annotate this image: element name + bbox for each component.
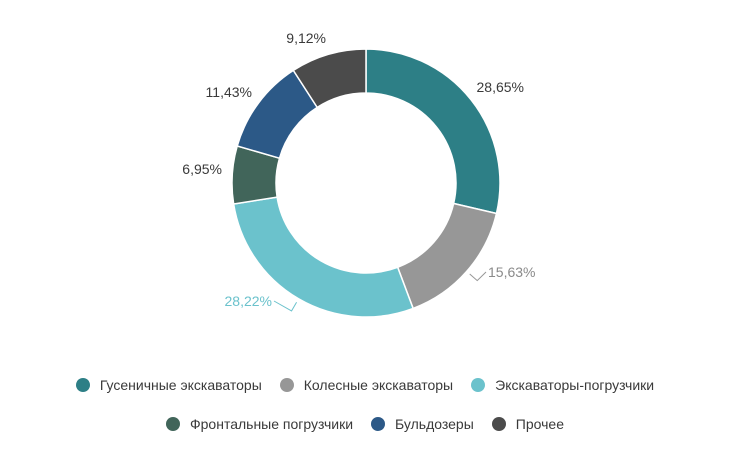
- legend-row-2: Фронтальные погрузчики Бульдозеры Прочее: [0, 416, 730, 432]
- legend-marker: [471, 378, 486, 392]
- legend-label: Гусеничные экскаваторы: [99, 377, 262, 393]
- slice-leader-line: [469, 271, 487, 282]
- donut-slice[interactable]: [292, 48, 367, 109]
- legend-label: Фронтальные погрузчики: [190, 416, 354, 432]
- slice-label: 9,12%: [286, 30, 326, 46]
- legend-label: Бульдозеры: [395, 416, 474, 432]
- donut-chart: 28,65% 15,63% 28,22% 6,95% 11,43% 9,12%: [182, 30, 535, 318]
- slice-label: 28,22%: [225, 293, 272, 309]
- legend-item-wheeled-excavators[interactable]: Колесные экскаваторы: [279, 377, 454, 393]
- slice-label: 6,95%: [182, 161, 222, 177]
- legend-item-other[interactable]: Прочее: [491, 416, 564, 432]
- legend-marker: [75, 378, 90, 392]
- legend-item-crawler-excavators[interactable]: Гусеничные экскаваторы: [75, 377, 262, 393]
- legend-marker: [166, 417, 180, 431]
- slice-label: 15,63%: [488, 264, 535, 280]
- legend-marker: [371, 417, 386, 431]
- slice-label: 11,43%: [206, 84, 252, 100]
- legend-label: Прочее: [515, 416, 564, 432]
- legend-item-backhoe-loaders[interactable]: Экскаваторы-погрузчики: [471, 377, 654, 393]
- legend-row-1: Гусеничные экскаваторы Колесные экскават…: [0, 377, 730, 393]
- donut-slice[interactable]: [365, 48, 501, 215]
- slice-label: 28,65%: [477, 79, 524, 95]
- legend-item-front-loaders[interactable]: Фронтальные погрузчики: [166, 416, 353, 432]
- legend-label: Колесные экскаваторы: [303, 377, 454, 393]
- legend-marker: [279, 378, 294, 392]
- donut-slice[interactable]: [396, 202, 498, 310]
- slice-leader-line: [273, 300, 298, 312]
- legend-marker: [491, 417, 506, 431]
- legend-item-bulldozers[interactable]: Бульдозеры: [371, 416, 474, 432]
- legend-label: Экскаваторы-погрузчики: [495, 377, 655, 393]
